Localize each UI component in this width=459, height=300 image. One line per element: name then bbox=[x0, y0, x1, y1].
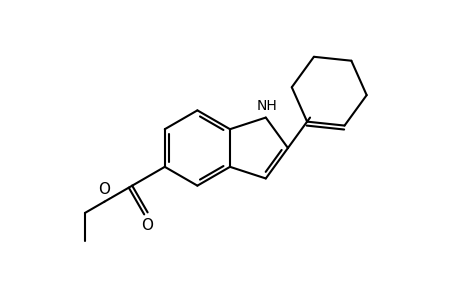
Text: O: O bbox=[141, 218, 153, 233]
Text: NH: NH bbox=[256, 99, 277, 112]
Text: O: O bbox=[98, 182, 110, 197]
